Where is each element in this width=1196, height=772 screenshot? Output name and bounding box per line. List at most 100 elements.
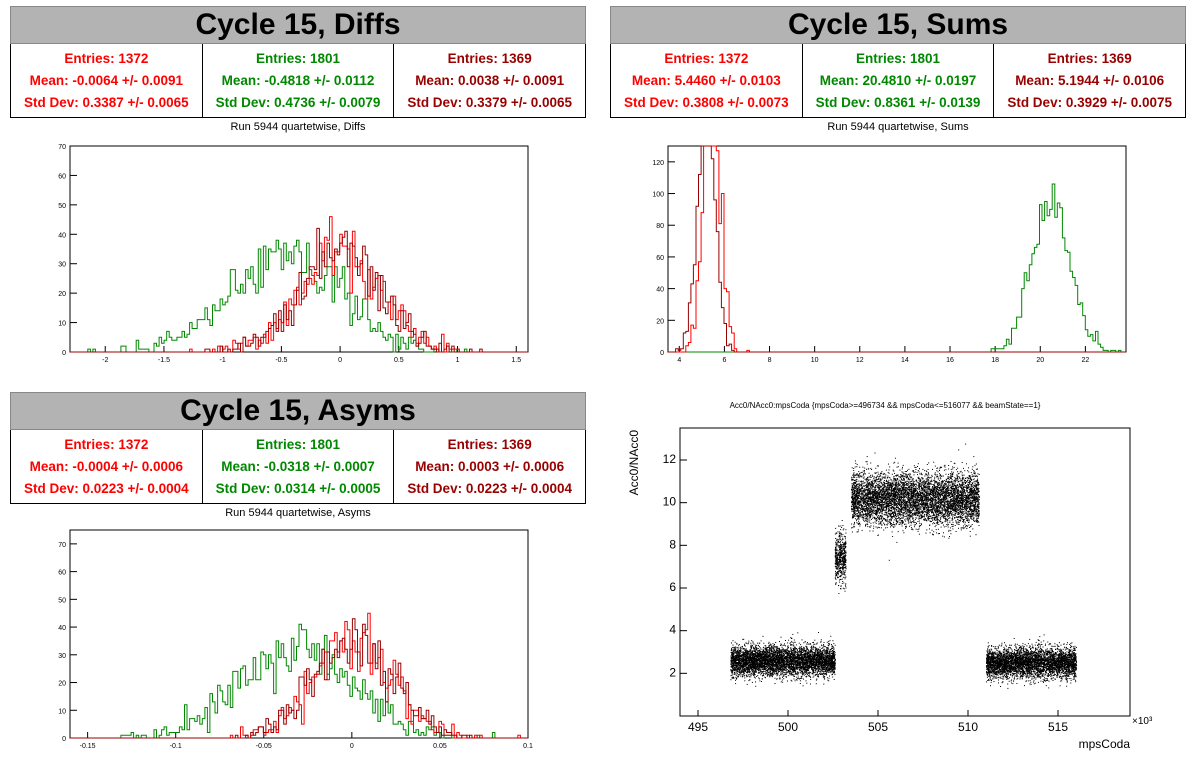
- scatter-point: [738, 659, 740, 661]
- scatter-point: [803, 642, 805, 644]
- scatter-point: [747, 665, 749, 667]
- scatter-point: [800, 672, 802, 674]
- scatter-point: [799, 646, 801, 648]
- scatter-point: [731, 660, 733, 662]
- scatter-point: [792, 633, 794, 635]
- scatter-point: [806, 643, 808, 645]
- scatter-point: [774, 677, 776, 679]
- scatter-points: [730, 443, 1077, 689]
- stats-col-red: Entries: 1372 Mean: -0.0064 +/- 0.0091 S…: [11, 44, 203, 117]
- scatter-point: [768, 645, 770, 647]
- scatter-point: [733, 666, 735, 668]
- scatter-point: [738, 645, 740, 647]
- scatter-point: [735, 655, 737, 657]
- entries-text: Entries: 1801: [255, 50, 341, 66]
- scatter-point: [802, 685, 804, 687]
- scatter-point: [760, 651, 762, 653]
- scatter-point: [802, 673, 804, 675]
- histogram-series-darkred: [70, 227, 528, 353]
- scatter-point: [800, 652, 802, 654]
- scatter-point: [829, 675, 830, 677]
- scatter-point: [758, 669, 759, 671]
- scatter-point: [755, 646, 756, 648]
- scatter-point: [738, 650, 740, 652]
- scatter-point: [813, 675, 815, 677]
- scatter-point: [740, 646, 741, 648]
- scatter-point: [768, 650, 770, 652]
- scatter-point: [766, 675, 768, 677]
- scatter-point: [834, 655, 836, 657]
- scatter-point: [793, 664, 794, 666]
- scatter-point: [801, 675, 803, 677]
- scatter-point: [812, 652, 813, 654]
- scatter-point: [791, 637, 793, 639]
- scatter-point: [816, 678, 818, 680]
- scatter-point: [780, 672, 782, 674]
- scatter-point: [795, 671, 797, 673]
- scatter-point: [825, 651, 827, 653]
- scatter-point: [828, 649, 830, 651]
- sums-subtitle: Run 5944 quartetwise, Sums: [827, 121, 969, 133]
- scatter-point: [732, 665, 734, 667]
- scatter-point: [752, 667, 754, 668]
- scatter-point: [777, 660, 779, 661]
- scatter-point: [774, 683, 776, 684]
- scatter-point: [823, 654, 825, 656]
- scatter-point: [769, 676, 771, 678]
- scatter-point: [784, 665, 785, 667]
- scatter-point: [736, 647, 738, 649]
- scatter-point: [803, 674, 805, 676]
- scatter-point: [817, 656, 819, 658]
- scatter-point: [761, 672, 763, 674]
- scatter-point: [781, 651, 783, 653]
- scatter-point: [772, 663, 774, 665]
- plot-frame: [69, 145, 529, 353]
- scatter-point: [808, 654, 810, 656]
- scatter-point: [811, 669, 813, 671]
- scatter-point: [769, 653, 771, 655]
- scatter-point: [762, 650, 764, 652]
- std-text: Std Dev: 0.8361 +/- 0.0139: [815, 95, 981, 111]
- scatter-point: [735, 676, 737, 678]
- scatter-point: [757, 648, 759, 649]
- scatter-point: [788, 664, 789, 665]
- scatter-point: [815, 683, 817, 685]
- scatter-point: [792, 667, 793, 669]
- histogram-series-green: [70, 239, 528, 353]
- scatter-point: [815, 666, 816, 668]
- scatter-point: [743, 670, 744, 672]
- scatter-point: [792, 645, 794, 647]
- scatter-point: [796, 673, 798, 675]
- scatter-point: [763, 654, 764, 656]
- scatter-point: [772, 674, 774, 676]
- x-axis-label: mpsCoda: [1079, 737, 1131, 751]
- scatter-point: [752, 666, 754, 667]
- scatter-point: [801, 669, 803, 671]
- scatter-point: [788, 652, 790, 654]
- x-tick-label: -1.5: [158, 357, 170, 364]
- scatter-point: [782, 671, 784, 673]
- scatter-point: [820, 664, 822, 666]
- scatter-point: [822, 664, 824, 666]
- scatter-point: [823, 683, 825, 685]
- scatter-point: [823, 644, 825, 646]
- scatter-point: [827, 653, 829, 655]
- scatter-point: [826, 671, 828, 673]
- scatter-point: [751, 671, 753, 673]
- scatter-point: [780, 652, 782, 654]
- scatter-point: [808, 643, 810, 645]
- y-tick-label: 4: [669, 623, 676, 637]
- scatter-point: [806, 651, 808, 653]
- scatter-point: [779, 648, 781, 650]
- scatter-point: [802, 648, 804, 650]
- scatter-point: [798, 669, 800, 671]
- scatter-point: [807, 643, 809, 645]
- stats-col-green: Entries: 1801 Mean: 20.4810 +/- 0.0197 S…: [803, 44, 995, 117]
- scatter-point: [829, 652, 831, 654]
- scatter-point: [754, 654, 756, 656]
- scatter-point: [780, 636, 782, 638]
- entries-text: Entries: 1369: [447, 436, 532, 452]
- x-tick-label: 515: [1048, 720, 1068, 734]
- scatter-point: [757, 675, 759, 677]
- scatter-point: [759, 652, 761, 654]
